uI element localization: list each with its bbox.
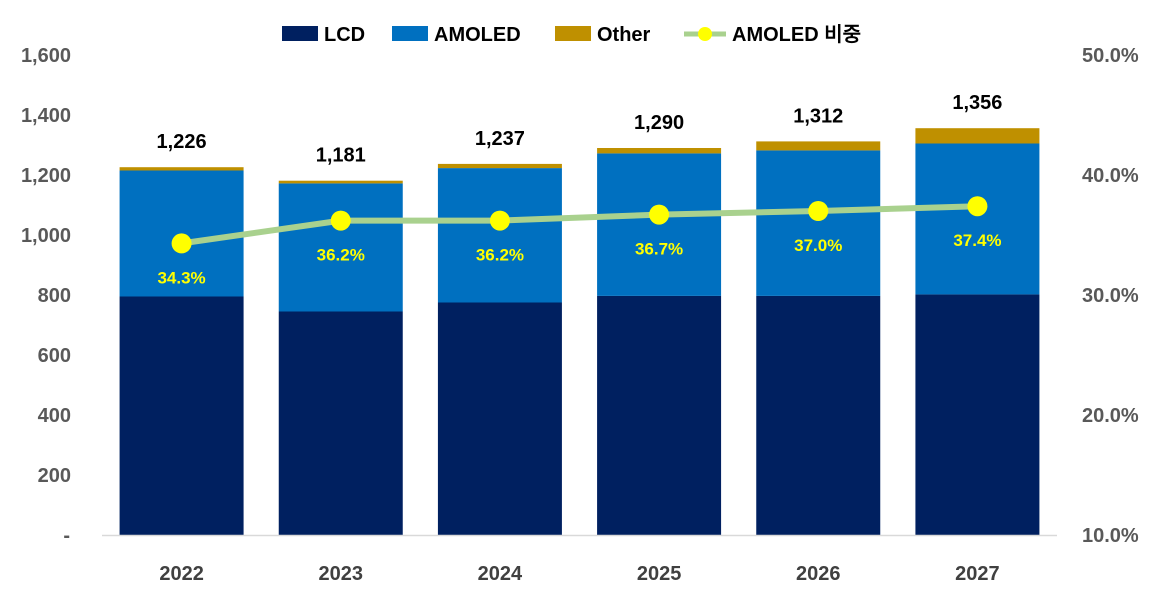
x-tick-label-2022: 2022 [159,563,204,585]
y-left-tick-label: 200 [38,465,71,487]
legend-label-1: AMOLED [434,24,521,46]
total-label-2023: 1,181 [316,145,366,167]
labels-layer: 1,226 1,181 1,237 1,290 1,312 1,356 34.3% 36.2%… [157,92,1003,287]
x-tick-label-2026: 2026 [796,563,841,585]
bar-amoled-2024 [437,168,562,303]
x-tick-label-2024: 2024 [478,563,523,585]
y-left-tick-label: 800 [38,285,71,307]
legend-label-0: LCD [324,24,365,46]
ratio-point-2025 [649,204,670,225]
x-tick-label-2025: 2025 [637,563,682,585]
bar-other-2025 [597,148,722,154]
ratio-label-2022: 34.3% [157,268,205,287]
total-label-2022: 1,226 [157,131,207,153]
bar-lcd-2026 [756,295,881,535]
y-right-tick-label: 50.0% [1082,45,1139,67]
bar-amoled-2023 [278,183,403,312]
bar-lcd-2023 [278,311,403,535]
ratio-line [181,203,978,247]
legend-label-3: AMOLED 비중 [732,23,861,46]
y-left-tick-label: 600 [38,345,71,367]
bar-lcd-2027 [915,294,1040,535]
bar-lcd-2024 [437,302,562,535]
ratio-line-layer [171,196,988,254]
total-label-2024: 1,237 [475,128,525,150]
bar-amoled-2026 [756,150,881,296]
total-label-2027: 1,356 [952,92,1002,114]
legend-swatch-0 [282,26,318,41]
bar-other-2023 [278,180,403,184]
y-right-tick-label: 30.0% [1082,285,1139,307]
y-right-tick-label: 20.0% [1082,405,1139,427]
ratio-point-2027 [967,196,988,217]
bar-amoled-2027 [915,143,1040,295]
ratio-point-2026 [808,201,829,221]
y-right-tick-label: 10.0% [1082,525,1139,547]
y-left-tick-label: 1,400 [21,105,71,127]
legend-swatch-1 [392,26,428,41]
ratio-label-2026: 37.0% [794,236,842,255]
y-left-tick-label: 1,000 [21,225,71,247]
legend-swatch-2 [555,26,591,41]
bar-other-2024 [437,163,562,169]
x-tick-label-2023: 2023 [319,563,364,585]
ratio-label-2024: 36.2% [476,246,524,265]
bar-lcd-2022 [119,296,244,535]
x-tick-label-2027: 2027 [955,563,1000,585]
ratio-label-2027: 37.4% [953,231,1001,250]
legend-label-2: Other [597,24,651,46]
y-left-tick-label: 1,600 [21,45,71,67]
y-left-tick-label: - [63,525,70,547]
y-right-tick-label: 40.0% [1082,165,1139,187]
bar-other-2026 [756,141,881,151]
ratio-label-2023: 36.2% [317,246,365,265]
bar-other-2022 [119,167,244,171]
legend: LCD AMOLED Other AMOLED 비중 [282,23,861,46]
bars-layer [119,128,1040,535]
ratio-point-2022 [171,233,192,254]
ratio-label-2025: 36.7% [635,240,683,259]
bar-lcd-2025 [597,295,722,535]
total-label-2026: 1,312 [793,105,843,127]
total-label-2025: 1,290 [634,112,684,134]
ratio-point-2023 [330,210,351,231]
y-left-tick-label: 1,200 [21,165,71,187]
legend-marker [698,27,712,41]
bar-other-2027 [915,128,1040,144]
bar-amoled-2025 [597,153,722,296]
y-left-tick-label: 400 [38,405,71,427]
axis-layer: 2022 2023 2024 2025 2026 2027 - 200 400 600 800 1,0… [21,45,1139,585]
ratio-point-2024 [489,210,510,231]
